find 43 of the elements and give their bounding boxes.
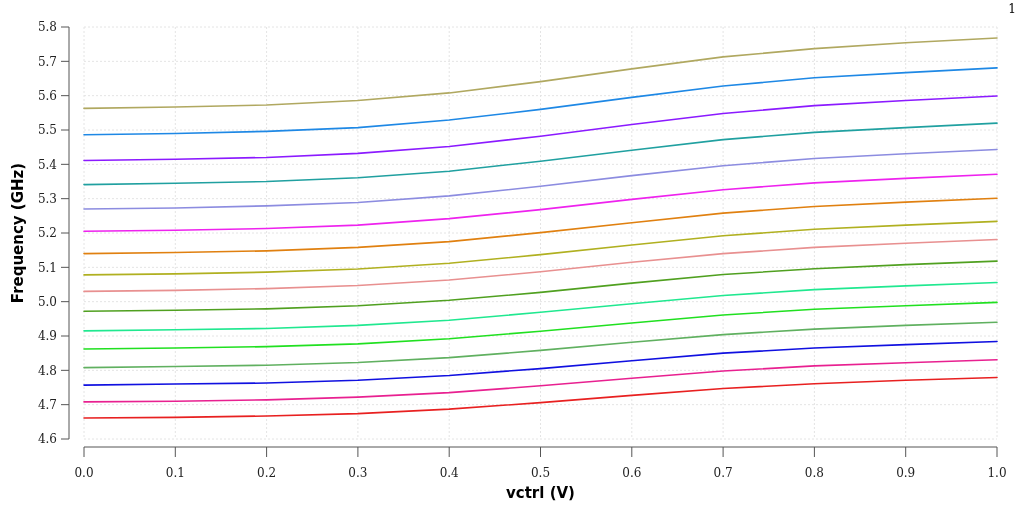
y-tick-label: 5.1: [37, 260, 57, 275]
x-tick-label: 0.4: [439, 466, 460, 480]
x-tick-label: 0.6: [622, 466, 642, 480]
line-series: [83, 340, 998, 386]
x-tick-label: 0.2: [257, 466, 277, 480]
line-series: [83, 173, 998, 233]
x-tick-label: 0.1: [165, 466, 185, 480]
line-series: [83, 95, 998, 162]
line-series: [83, 67, 998, 136]
y-tick-label: 5.8: [37, 20, 57, 35]
y-tick-label: 4.9: [37, 329, 57, 344]
x-tick-label: 0.5: [530, 466, 551, 480]
line-series: [83, 358, 998, 403]
line-series: [83, 376, 998, 419]
line-series: [83, 301, 998, 350]
y-tick-label: 5.0: [37, 294, 57, 309]
line-series: [83, 238, 998, 293]
y-tick-label: 4.8: [37, 363, 57, 378]
y-tick-label: 5.6: [37, 88, 57, 103]
line-series: [83, 281, 998, 332]
x-tick-label: 0.7: [713, 466, 733, 480]
y-tick-label: 5.3: [37, 191, 57, 206]
x-tick-label: 0.8: [804, 466, 824, 480]
x-tick-label: 0.0: [74, 466, 94, 480]
line-series: [83, 321, 998, 369]
y-axis-title: Frequency (GHz): [9, 162, 27, 304]
line-series: [83, 220, 998, 276]
y-tick-label: 5.2: [37, 226, 57, 241]
y-tick-label: 4.7: [37, 397, 57, 412]
y-tick-label: 5.7: [37, 54, 57, 69]
y-tick-label: 5.4: [37, 157, 58, 172]
line-series: [83, 122, 998, 186]
line-series: [83, 37, 998, 110]
x-axis-title: vctrl (V): [506, 484, 575, 502]
x-tick-label: 1.0: [987, 466, 1007, 480]
line-series: [83, 197, 998, 255]
line-series: [83, 260, 998, 313]
y-tick-label: 4.6: [37, 432, 57, 447]
y-tick-label: 5.5: [37, 123, 57, 138]
text: 1: [1008, 2, 1016, 16]
x-tick-label: 0.3: [348, 466, 368, 480]
x-tick-label: 0.9: [896, 466, 916, 480]
line-series: [83, 148, 998, 210]
